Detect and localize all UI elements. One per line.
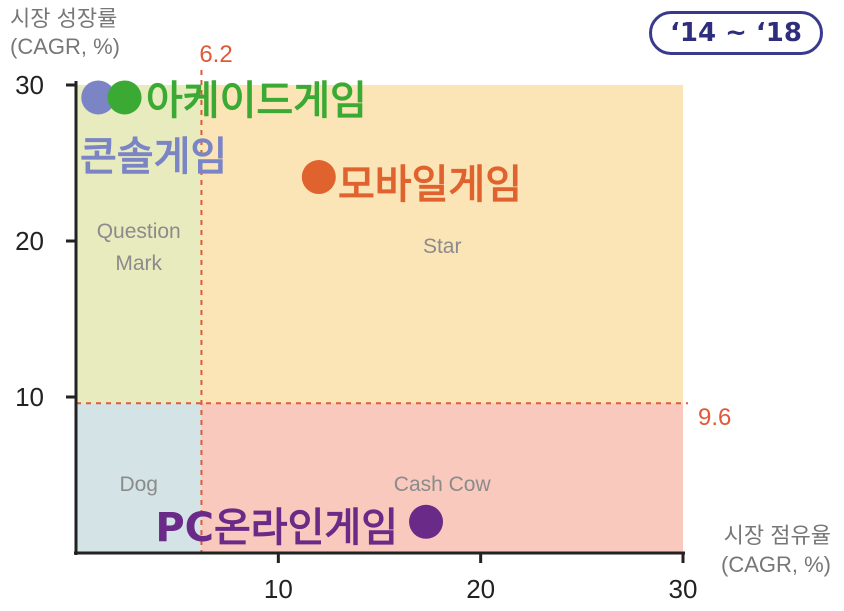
point-mobile-game [301, 160, 336, 195]
x-tick-label: 20 [466, 574, 495, 604]
y-tick-label: 30 [15, 70, 44, 100]
period-badge: ‘14 ~ ‘18 [649, 11, 823, 55]
point-pc-online-game [409, 504, 444, 539]
point-console-game [81, 80, 116, 115]
quadrant-star [201, 85, 684, 404]
y-axis-title: 시장 성장률 [10, 6, 117, 31]
label-pc-online-game: PC온라인게임 [155, 505, 398, 551]
label-mobile-game: 모바일게임 [338, 162, 522, 208]
quadrant-label-question: Question [97, 220, 181, 243]
threshold-label-y: 9.6 [698, 404, 731, 431]
threshold-label-x: 6.2 [199, 41, 232, 68]
y-tick-label: 20 [15, 226, 44, 256]
quadrant-cash-cow [201, 403, 684, 553]
quadrant-label-mark: Mark [115, 252, 162, 275]
y-axis-title-unit: (CAGR, %) [10, 34, 120, 59]
quadrant-dog [76, 403, 202, 553]
x-tick-label: 30 [669, 574, 698, 604]
quadrant-label-cash-cow: Cash Cow [394, 473, 492, 496]
label-arcade-game: 아케이드게임 [146, 78, 367, 124]
point-arcade-game [107, 80, 142, 115]
y-tick-label: 10 [15, 382, 44, 412]
quadrant-label-dog: Dog [119, 473, 158, 496]
label-console-game: 콘솔게임 [80, 134, 227, 180]
x-axis-title-unit: (CAGR, %) [721, 552, 831, 577]
quadrant-question-mark [76, 85, 202, 404]
quadrant-label-star: Star [423, 235, 462, 258]
x-axis-title: 시장 점유율 [724, 523, 831, 548]
x-tick-label: 10 [264, 574, 293, 604]
